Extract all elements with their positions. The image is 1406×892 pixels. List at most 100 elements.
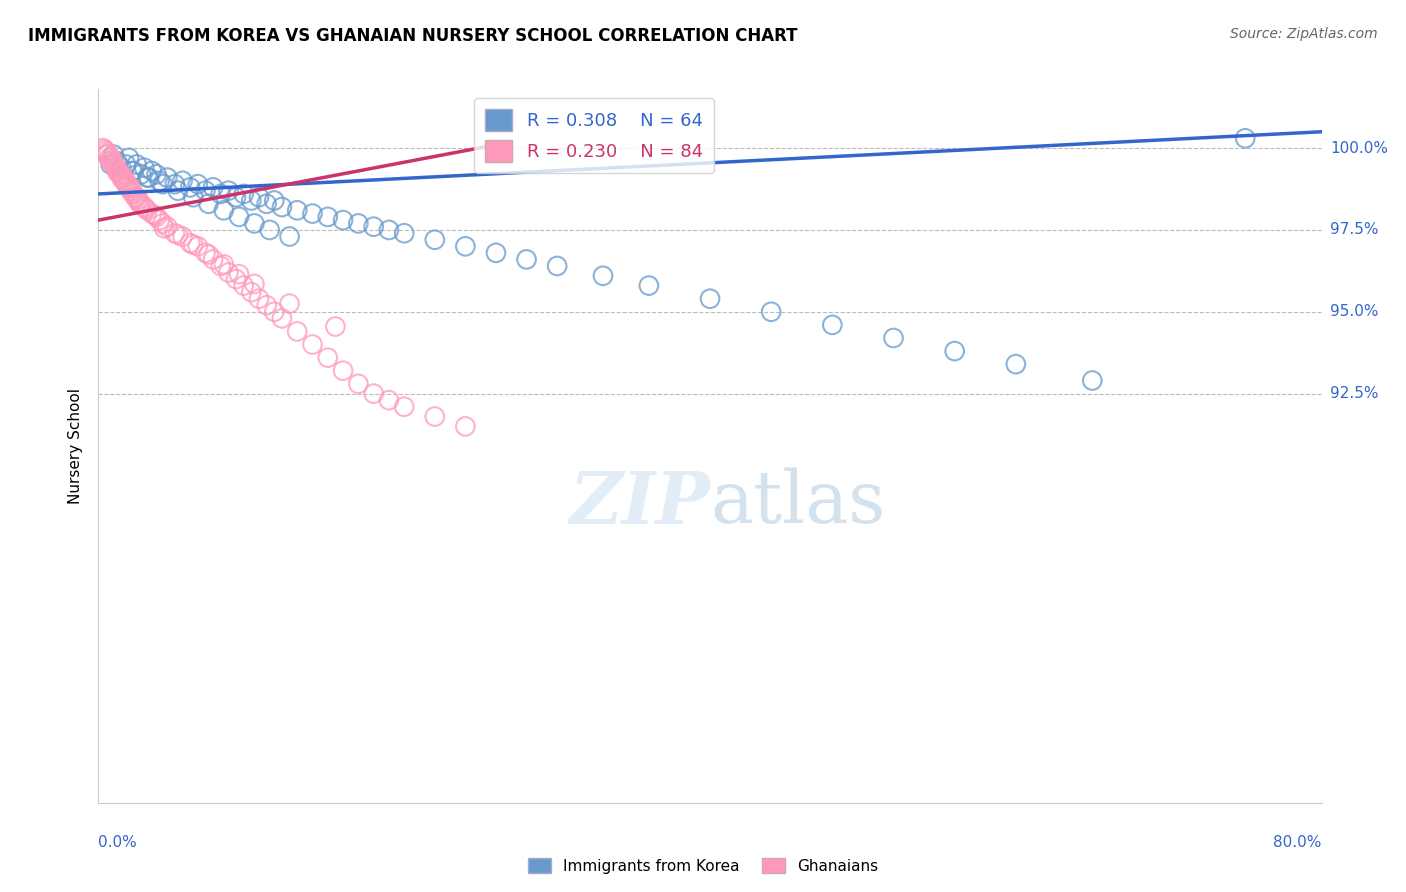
Point bbox=[761, 305, 783, 319]
Text: 0.0%: 0.0% bbox=[98, 836, 138, 850]
Point bbox=[179, 235, 201, 250]
Point bbox=[592, 268, 614, 283]
Point bbox=[363, 386, 385, 401]
Point bbox=[103, 157, 125, 171]
Point bbox=[152, 177, 174, 191]
Point bbox=[209, 186, 232, 201]
Point bbox=[247, 190, 270, 204]
Point bbox=[332, 213, 354, 227]
Point bbox=[485, 245, 508, 260]
Point bbox=[134, 200, 156, 214]
Point bbox=[127, 192, 149, 206]
Point bbox=[156, 219, 179, 234]
Point bbox=[240, 285, 263, 300]
Point bbox=[821, 318, 844, 332]
Point bbox=[179, 180, 201, 194]
Point bbox=[1004, 357, 1026, 371]
Point bbox=[107, 166, 129, 180]
Point bbox=[115, 177, 138, 191]
Point bbox=[256, 196, 278, 211]
Point bbox=[301, 206, 323, 220]
Point bbox=[134, 161, 156, 175]
Point bbox=[98, 151, 121, 165]
Point bbox=[129, 196, 152, 211]
Point bbox=[301, 337, 323, 351]
Point bbox=[546, 259, 568, 273]
Point bbox=[202, 252, 225, 267]
Point bbox=[94, 147, 117, 161]
Point bbox=[115, 174, 138, 188]
Point bbox=[270, 200, 294, 214]
Point bbox=[285, 325, 308, 339]
Point bbox=[105, 154, 128, 169]
Point bbox=[212, 257, 235, 271]
Point bbox=[232, 278, 254, 293]
Point bbox=[112, 174, 135, 188]
Text: Source: ZipAtlas.com: Source: ZipAtlas.com bbox=[1230, 27, 1378, 41]
Point bbox=[212, 203, 235, 218]
Point bbox=[103, 157, 125, 171]
Point bbox=[136, 170, 159, 185]
Point bbox=[194, 184, 217, 198]
Point bbox=[115, 157, 138, 171]
Point bbox=[122, 164, 145, 178]
Point bbox=[121, 184, 143, 198]
Point bbox=[256, 298, 278, 312]
Point bbox=[163, 177, 186, 191]
Y-axis label: Nursery School: Nursery School bbox=[67, 388, 83, 504]
Point bbox=[454, 419, 477, 434]
Point bbox=[172, 174, 194, 188]
Point bbox=[232, 186, 254, 201]
Text: 97.5%: 97.5% bbox=[1330, 222, 1378, 237]
Point bbox=[136, 203, 159, 218]
Point bbox=[125, 157, 148, 171]
Point bbox=[217, 184, 239, 198]
Point bbox=[181, 237, 204, 252]
Point bbox=[107, 164, 129, 178]
Point bbox=[97, 146, 120, 161]
Point bbox=[225, 272, 247, 286]
Point bbox=[181, 190, 204, 204]
Point bbox=[316, 351, 339, 365]
Point bbox=[347, 376, 370, 391]
Point bbox=[153, 221, 176, 235]
Point bbox=[454, 239, 477, 253]
Text: IMMIGRANTS FROM KOREA VS GHANAIAN NURSERY SCHOOL CORRELATION CHART: IMMIGRANTS FROM KOREA VS GHANAIAN NURSER… bbox=[28, 27, 797, 45]
Point bbox=[167, 184, 190, 198]
Point bbox=[138, 170, 160, 185]
Point bbox=[105, 161, 128, 175]
Point bbox=[699, 292, 721, 306]
Point bbox=[120, 184, 142, 198]
Text: 95.0%: 95.0% bbox=[1330, 304, 1378, 319]
Text: atlas: atlas bbox=[710, 467, 886, 539]
Point bbox=[108, 167, 131, 181]
Point bbox=[118, 180, 141, 194]
Point bbox=[101, 153, 124, 167]
Point bbox=[347, 216, 370, 230]
Point bbox=[145, 167, 167, 181]
Text: 80.0%: 80.0% bbox=[1274, 836, 1322, 850]
Point bbox=[156, 170, 179, 185]
Point bbox=[883, 331, 905, 345]
Point bbox=[197, 247, 219, 261]
Point bbox=[209, 259, 232, 273]
Point bbox=[105, 164, 128, 178]
Legend: R = 0.308    N = 64, R = 0.230    N = 84: R = 0.308 N = 64, R = 0.230 N = 84 bbox=[474, 98, 714, 173]
Point bbox=[202, 180, 225, 194]
Point bbox=[278, 229, 301, 244]
Point bbox=[217, 266, 239, 280]
Point bbox=[167, 227, 190, 242]
Point bbox=[423, 233, 446, 247]
Point bbox=[121, 164, 143, 178]
Point bbox=[103, 147, 125, 161]
Text: 100.0%: 100.0% bbox=[1330, 141, 1388, 155]
Point bbox=[378, 393, 401, 408]
Point bbox=[97, 147, 120, 161]
Point bbox=[149, 213, 172, 227]
Point bbox=[392, 226, 416, 240]
Point bbox=[363, 219, 385, 234]
Point bbox=[194, 245, 217, 260]
Point bbox=[270, 311, 294, 326]
Point bbox=[111, 170, 134, 185]
Point bbox=[100, 151, 122, 165]
